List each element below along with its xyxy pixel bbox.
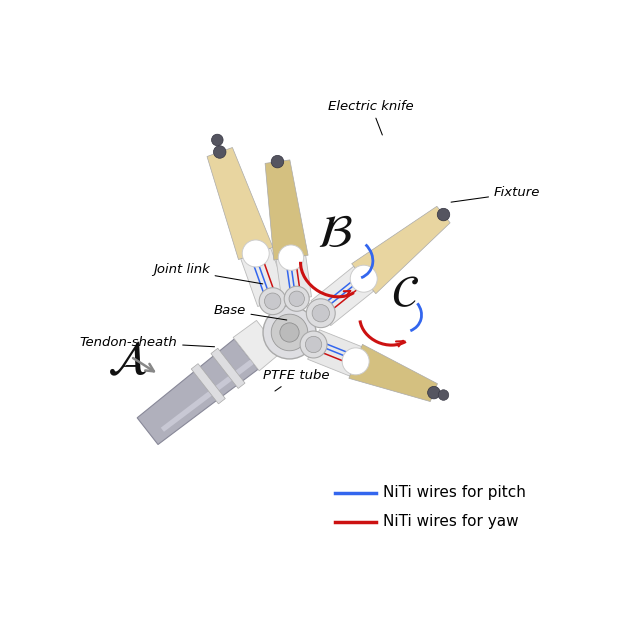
Text: NiTi wires for pitch: NiTi wires for pitch	[383, 485, 526, 500]
Polygon shape	[137, 339, 258, 444]
Polygon shape	[161, 359, 254, 432]
Text: Base: Base	[213, 304, 287, 320]
Circle shape	[242, 240, 269, 267]
Circle shape	[300, 331, 327, 358]
Text: PTFE tube: PTFE tube	[264, 369, 330, 391]
Text: Fixture: Fixture	[451, 186, 540, 202]
Polygon shape	[207, 148, 273, 259]
Circle shape	[271, 156, 284, 168]
Circle shape	[259, 288, 286, 314]
Polygon shape	[211, 348, 245, 389]
Polygon shape	[311, 266, 374, 326]
Circle shape	[271, 314, 308, 351]
Text: Joint link: Joint link	[153, 263, 262, 284]
Circle shape	[305, 336, 322, 352]
Text: $\mathcal{B}$: $\mathcal{B}$	[317, 211, 353, 257]
Circle shape	[280, 323, 299, 342]
Circle shape	[289, 291, 305, 306]
Circle shape	[342, 348, 369, 375]
Circle shape	[350, 265, 377, 292]
Polygon shape	[191, 364, 225, 404]
Polygon shape	[233, 321, 282, 371]
Text: NiTi wires for yaw: NiTi wires for yaw	[383, 514, 519, 529]
Polygon shape	[351, 206, 450, 294]
Circle shape	[437, 208, 450, 221]
Text: Electric knife: Electric knife	[328, 100, 414, 135]
Circle shape	[278, 245, 303, 271]
Circle shape	[212, 134, 223, 146]
Circle shape	[284, 286, 309, 311]
Circle shape	[264, 293, 281, 309]
Polygon shape	[265, 160, 308, 260]
Circle shape	[312, 304, 330, 322]
Circle shape	[307, 299, 335, 328]
Polygon shape	[349, 344, 438, 401]
Text: $\mathcal{A}$: $\mathcal{A}$	[107, 338, 147, 384]
Circle shape	[428, 386, 440, 399]
Polygon shape	[308, 330, 362, 376]
Text: Tendon-sheath: Tendon-sheath	[79, 336, 214, 349]
Circle shape	[214, 146, 226, 158]
Circle shape	[263, 306, 316, 359]
Text: $\mathcal{C}$: $\mathcal{C}$	[391, 272, 419, 316]
Circle shape	[438, 390, 449, 401]
Polygon shape	[241, 248, 287, 306]
Polygon shape	[276, 256, 312, 301]
